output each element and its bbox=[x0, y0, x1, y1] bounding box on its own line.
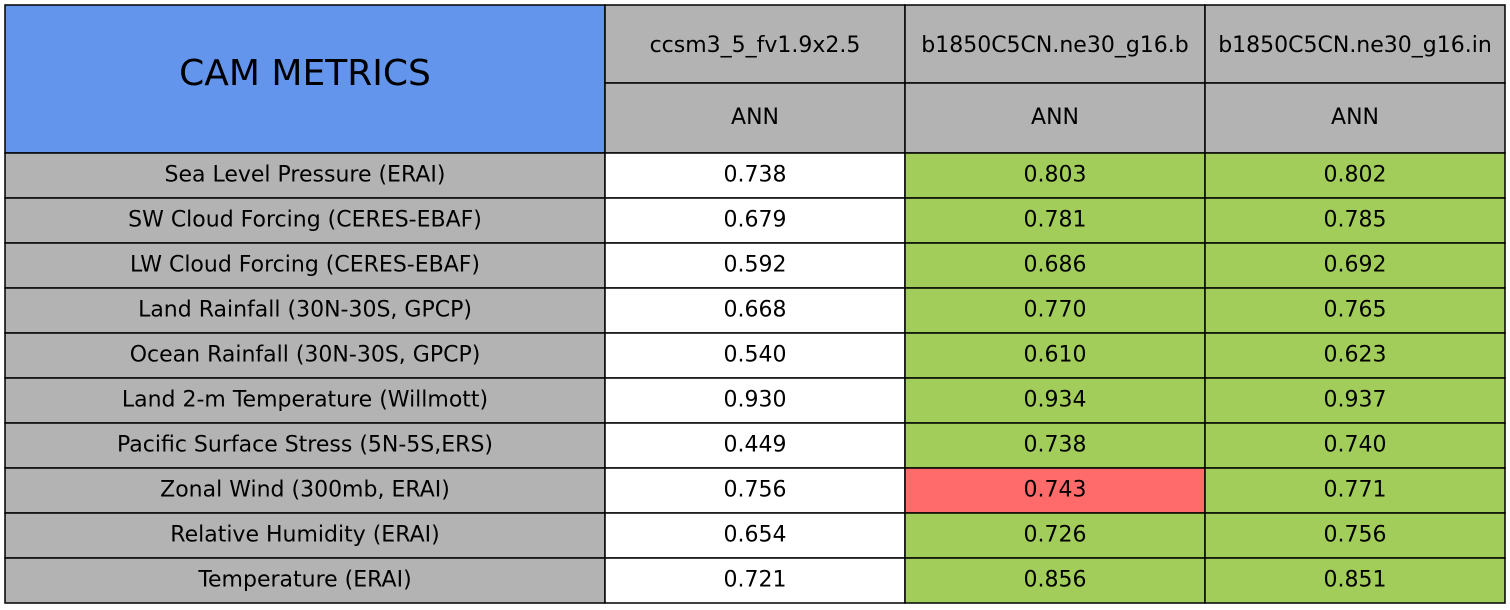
value: 0.851 bbox=[1324, 568, 1387, 593]
value-cell bbox=[904, 557, 1206, 604]
row-label-cell bbox=[4, 197, 606, 244]
title: CAM METRICS bbox=[179, 53, 431, 94]
column-season: ANN bbox=[1331, 105, 1379, 130]
value: 0.937 bbox=[1324, 388, 1387, 413]
value-cell bbox=[604, 467, 906, 514]
value: 0.781 bbox=[1024, 208, 1087, 233]
value-cell bbox=[604, 377, 906, 424]
value-cell bbox=[604, 242, 906, 289]
value: 0.756 bbox=[724, 478, 787, 503]
value: 0.856 bbox=[1024, 568, 1087, 593]
row-label: Sea Level Pressure (ERAI) bbox=[165, 163, 446, 188]
column-season: ANN bbox=[1031, 105, 1079, 130]
title-cell bbox=[4, 4, 606, 154]
value-cell bbox=[1204, 467, 1506, 514]
value: 0.803 bbox=[1024, 163, 1087, 188]
value-cell bbox=[904, 512, 1206, 559]
header-cell bbox=[904, 4, 1206, 84]
value: 0.623 bbox=[1324, 343, 1387, 368]
value-cell bbox=[1204, 152, 1506, 199]
value: 0.771 bbox=[1324, 478, 1387, 503]
value: 0.770 bbox=[1024, 298, 1087, 323]
row-label-cell bbox=[4, 467, 606, 514]
value: 0.592 bbox=[724, 253, 787, 278]
season-cell bbox=[604, 82, 906, 154]
value: 0.756 bbox=[1324, 523, 1387, 548]
value: 0.449 bbox=[724, 433, 787, 458]
value: 0.654 bbox=[724, 523, 787, 548]
value: 0.738 bbox=[1024, 433, 1087, 458]
row-label: LW Cloud Forcing (CERES-EBAF) bbox=[130, 253, 480, 278]
value: 0.785 bbox=[1324, 208, 1387, 233]
row-label-cell bbox=[4, 152, 606, 199]
column-name: b1850C5CN.ne30_g16.in bbox=[1218, 33, 1492, 58]
column-name: ccsm3_5_fv1.9x2.5 bbox=[650, 33, 861, 58]
row-label: Relative Humidity (ERAI) bbox=[170, 523, 439, 548]
value-cell bbox=[904, 287, 1206, 334]
value: 0.668 bbox=[724, 298, 787, 323]
value: 0.726 bbox=[1024, 523, 1087, 548]
value-cell bbox=[904, 197, 1206, 244]
row-label: Land Rainfall (30N-30S, GPCP) bbox=[138, 298, 472, 323]
season-cell bbox=[904, 82, 1206, 154]
value: 0.540 bbox=[724, 343, 787, 368]
value-cell bbox=[904, 242, 1206, 289]
value-cell bbox=[1204, 287, 1506, 334]
value-cell bbox=[1204, 242, 1506, 289]
value: 0.610 bbox=[1024, 343, 1087, 368]
value-cell bbox=[1204, 332, 1506, 379]
value-cell bbox=[1204, 377, 1506, 424]
row-label: Temperature (ERAI) bbox=[197, 568, 411, 593]
value: 0.740 bbox=[1324, 433, 1387, 458]
row-label: Ocean Rainfall (30N-30S, GPCP) bbox=[130, 343, 481, 368]
value-cell bbox=[604, 287, 906, 334]
row-label: Land 2-m Temperature (Willmott) bbox=[122, 388, 488, 413]
row-label: SW Cloud Forcing (CERES-EBAF) bbox=[128, 208, 482, 233]
column-name: b1850C5CN.ne30_g16.b bbox=[921, 33, 1189, 58]
row-label-cell bbox=[4, 287, 606, 334]
value-cell bbox=[1204, 512, 1506, 559]
row-label: Pacific Surface Stress (5N-5S,ERS) bbox=[117, 433, 493, 458]
row-label: Zonal Wind (300mb, ERAI) bbox=[160, 478, 450, 503]
value-cell bbox=[604, 332, 906, 379]
value-cell bbox=[1204, 557, 1506, 604]
value: 0.930 bbox=[724, 388, 787, 413]
value: 0.692 bbox=[1324, 253, 1387, 278]
header-cell bbox=[1204, 4, 1506, 84]
value: 0.765 bbox=[1324, 298, 1387, 323]
row-label-cell bbox=[4, 242, 606, 289]
value-cell bbox=[604, 557, 906, 604]
value-cell bbox=[904, 152, 1206, 199]
value: 0.743 bbox=[1024, 478, 1087, 503]
value: 0.738 bbox=[724, 163, 787, 188]
value: 0.934 bbox=[1024, 388, 1087, 413]
row-label-cell bbox=[4, 377, 606, 424]
value: 0.686 bbox=[1024, 253, 1087, 278]
value: 0.721 bbox=[724, 568, 787, 593]
column-season: ANN bbox=[731, 105, 779, 130]
value: 0.802 bbox=[1324, 163, 1387, 188]
header-cell bbox=[604, 4, 906, 84]
row-label-cell bbox=[4, 512, 606, 559]
value: 0.679 bbox=[724, 208, 787, 233]
